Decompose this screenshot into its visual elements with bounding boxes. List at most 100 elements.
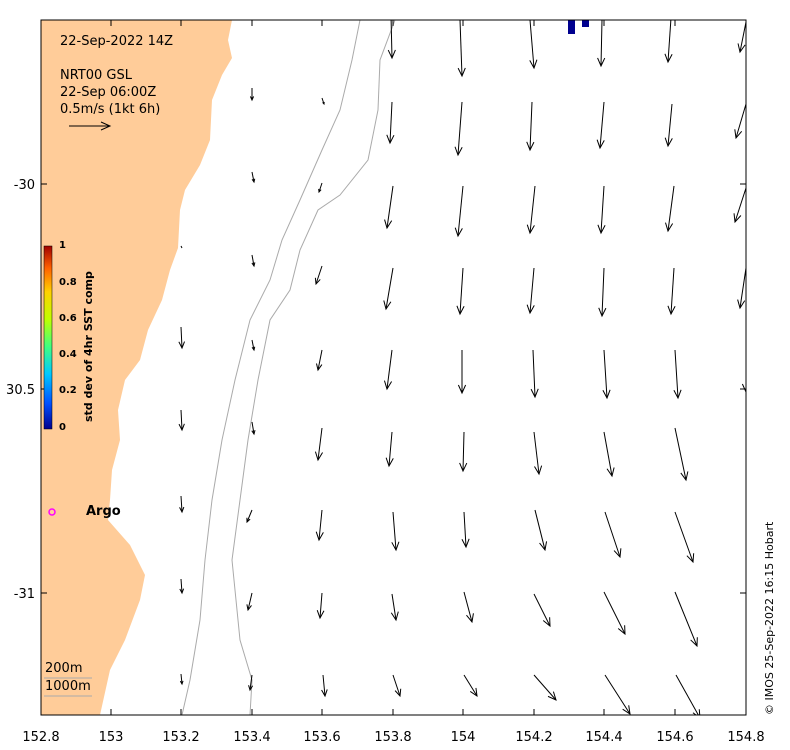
product-label: NRT00 GSL bbox=[60, 68, 132, 83]
colorbar-tick: 0.4 bbox=[59, 349, 77, 360]
current-arrow bbox=[737, 267, 746, 310]
x-tick-label: 154.6 bbox=[656, 730, 693, 745]
y-tick-label: 30.5 bbox=[6, 383, 35, 398]
current-arrow bbox=[383, 349, 393, 391]
x-tick-label: 152.8 bbox=[22, 730, 59, 745]
current-arrow bbox=[179, 495, 185, 514]
argo-label: Argo bbox=[86, 504, 121, 519]
colorbar-title: std dev of 4hr SST comp bbox=[82, 271, 95, 422]
x-tick-label: 154 bbox=[451, 730, 476, 745]
current-arrow bbox=[463, 674, 478, 698]
current-arrow bbox=[248, 674, 254, 692]
scale-label: 0.5m/s (1kt 6h) bbox=[60, 102, 161, 117]
current-arrow bbox=[596, 101, 605, 150]
current-arrow bbox=[321, 674, 328, 698]
current-arrow bbox=[526, 267, 535, 315]
current-arrow bbox=[674, 591, 698, 648]
y-tick-label: -31 bbox=[14, 587, 35, 602]
current-arrow bbox=[391, 511, 400, 552]
sst-pixel bbox=[582, 20, 589, 27]
current-arrow bbox=[387, 20, 396, 60]
current-arrow bbox=[251, 254, 256, 268]
colorbar-tick: 0.6 bbox=[59, 313, 77, 324]
current-arrow bbox=[603, 591, 626, 636]
colorbar bbox=[43, 245, 53, 430]
current-arrow bbox=[249, 88, 255, 102]
y-tick-label: -30 bbox=[14, 178, 35, 193]
current-vectors bbox=[178, 20, 746, 715]
current-arrow bbox=[674, 427, 689, 482]
current-arrow bbox=[597, 20, 606, 68]
current-arrow bbox=[454, 185, 464, 238]
current-arrow bbox=[664, 20, 673, 64]
current-arrow bbox=[179, 578, 185, 595]
current-arrow bbox=[597, 185, 606, 235]
credit-text: © IMOS 25-Sep-2022 16:15 Hobart bbox=[763, 521, 776, 715]
current-arrow bbox=[457, 350, 467, 395]
current-arrow bbox=[456, 267, 465, 316]
current-arrow bbox=[454, 101, 463, 157]
x-tick-label: 154.4 bbox=[585, 730, 622, 745]
current-arrow bbox=[314, 265, 323, 286]
x-tick-label: 153 bbox=[99, 730, 124, 745]
current-arrow bbox=[316, 349, 323, 372]
current-arrow bbox=[526, 185, 536, 235]
current-arrow bbox=[602, 349, 611, 400]
isobath-label-1000m: 1000m bbox=[45, 679, 91, 694]
current-arrow bbox=[604, 511, 622, 559]
current-arrow bbox=[383, 267, 394, 311]
axis-ticks: 152.8 153 153.2 153.4 153.6 153.8 154 154.2 154.… bbox=[6, 20, 765, 745]
isobath-label-200m: 200m bbox=[45, 661, 83, 676]
current-arrow bbox=[179, 673, 184, 686]
current-arrow bbox=[390, 593, 399, 622]
current-arrow bbox=[386, 101, 395, 145]
current-arrow bbox=[604, 674, 631, 715]
current-arrow bbox=[315, 509, 324, 542]
current-arrow bbox=[321, 97, 325, 106]
current-arrow bbox=[603, 431, 615, 478]
argo-marker bbox=[48, 508, 56, 516]
current-arrow bbox=[463, 591, 474, 624]
current-arrow bbox=[733, 187, 746, 224]
current-arrow bbox=[533, 674, 557, 701]
current-arrow bbox=[534, 509, 548, 552]
current-arrow bbox=[178, 326, 186, 350]
colorbar-tick: 0.2 bbox=[59, 385, 77, 396]
current-arrow bbox=[529, 20, 538, 70]
current-arrow bbox=[251, 339, 256, 352]
current-arrow bbox=[385, 431, 394, 468]
current-arrow bbox=[246, 509, 253, 524]
current-arrow bbox=[598, 267, 607, 318]
land-mass bbox=[41, 20, 232, 715]
current-arrow bbox=[741, 352, 746, 394]
current-arrow bbox=[734, 103, 746, 140]
x-tick-label: 153.2 bbox=[162, 730, 199, 745]
current-arrow bbox=[384, 185, 394, 230]
x-tick-label: 153.8 bbox=[374, 730, 411, 745]
current-arrow bbox=[251, 171, 256, 184]
product-time-label: 22-Sep 06:00Z bbox=[60, 85, 157, 100]
current-arrow bbox=[251, 421, 256, 436]
colorbar-tick: 0.8 bbox=[59, 277, 77, 288]
x-tick-label: 154.8 bbox=[727, 730, 764, 745]
sst-pixel bbox=[568, 20, 575, 34]
current-arrow bbox=[246, 592, 253, 612]
current-arrow bbox=[667, 267, 676, 316]
current-arrow bbox=[180, 245, 183, 249]
current-arrow bbox=[392, 674, 402, 698]
current-arrow bbox=[533, 593, 551, 628]
current-arrow bbox=[461, 511, 470, 549]
current-arrow bbox=[665, 185, 675, 233]
current-arrow bbox=[737, 21, 746, 54]
colorbar-tick: 1 bbox=[59, 240, 66, 251]
current-arrow bbox=[457, 20, 466, 78]
current-arrow bbox=[673, 349, 682, 400]
current-arrow bbox=[314, 427, 323, 462]
colorbar-tick: 0 bbox=[59, 422, 66, 433]
current-arrow bbox=[675, 674, 701, 715]
x-tick-label: 153.4 bbox=[233, 730, 270, 745]
isobath-200m bbox=[231, 20, 396, 715]
current-arrow bbox=[664, 103, 673, 148]
current-arrow bbox=[178, 409, 185, 432]
current-arrow bbox=[530, 349, 539, 399]
